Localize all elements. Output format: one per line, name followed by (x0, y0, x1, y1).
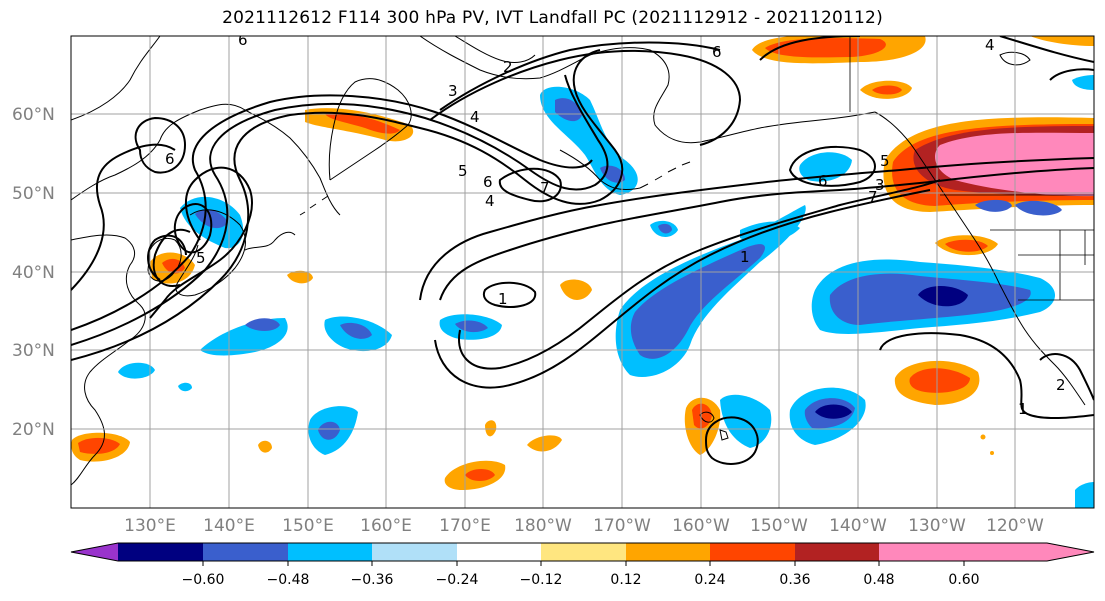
lat-label: 30°N (12, 341, 55, 361)
lat-label: 20°N (12, 420, 55, 440)
contour-label: 1 (740, 248, 750, 266)
lat-label: 40°N (12, 263, 55, 283)
colorbar-tick-label: −0.48 (267, 572, 310, 588)
lon-label: 150°W (750, 516, 808, 536)
contour-label: 5 (880, 152, 890, 170)
colorbar-segment (626, 543, 710, 561)
contour-label: 7 (868, 188, 878, 206)
lon-label: 180°W (514, 516, 572, 536)
contour-label: 3 (875, 176, 885, 194)
contour-label: 5 (196, 249, 206, 267)
contour-label: 6 (818, 172, 828, 190)
lon-label: 160°E (360, 516, 412, 536)
anomaly-shading (71, 36, 1094, 508)
lat-label: 60°N (12, 105, 55, 125)
colorbar: −0.60 −0.48 −0.36 −0.24 −0.12 0.12 0.24 … (70, 542, 1095, 588)
contour-label: 4 (985, 36, 995, 54)
colorbar-segment (879, 543, 964, 561)
pv-contours (71, 36, 1094, 465)
colorbar-tick-label: 0.48 (863, 572, 894, 588)
colorbar-tick-label: −0.60 (182, 572, 225, 588)
colorbar-segment (372, 543, 457, 561)
coastlines (71, 36, 1094, 486)
contour-label: 6 (165, 150, 175, 168)
contour-label: 2 (503, 58, 513, 76)
contour-label: 4 (485, 192, 495, 210)
colorbar-segment (203, 543, 288, 561)
contour-label: 7 (540, 179, 550, 197)
colorbar-segment (288, 543, 372, 561)
gridlines (71, 36, 1094, 508)
contour-labels: 6 3 2 4 5 6 7 4 5 6 1 1 6 5 3 7 6 4 1 2 (165, 31, 1066, 418)
plot-frame (70, 35, 1095, 509)
longitude-labels: 130°E 140°E 150°E 160°E 170°E 180°W 170°… (124, 516, 1044, 536)
colorbar-segment (541, 543, 626, 561)
contour-label: 1 (498, 290, 508, 308)
map-title: 2021112612 F114 300 hPa PV, IVT Landfall… (222, 8, 883, 28)
lat-label: 50°N (12, 184, 55, 204)
lon-label: 170°W (593, 516, 651, 536)
lon-label: 140°E (203, 516, 255, 536)
colorbar-extend-min (71, 543, 118, 561)
lon-label: 130°W (908, 516, 966, 536)
contour-label: 6 (483, 173, 493, 191)
contour-label: 5 (458, 162, 468, 180)
contour-label: 6 (712, 43, 722, 61)
colorbar-segment (795, 543, 879, 561)
colorbar-tick-label: 0.24 (694, 572, 725, 588)
contour-label: 1 (1018, 400, 1028, 418)
lon-label: 120°W (986, 516, 1044, 536)
colorbar-segment (457, 543, 541, 561)
colorbar-tick-label: 0.12 (610, 572, 641, 588)
contour-label: 4 (470, 108, 480, 126)
colorbar-segment (118, 543, 203, 561)
lon-label: 160°W (672, 516, 730, 536)
colorbar-tick-label: −0.36 (351, 572, 394, 588)
colorbar-tick-label: −0.12 (520, 572, 563, 588)
lon-label: 170°E (439, 516, 491, 536)
contour-label: 6 (238, 31, 248, 49)
latitude-labels: 60°N 50°N 40°N 30°N 20°N (12, 105, 55, 440)
colorbar-tick-label: 0.60 (948, 572, 979, 588)
contour-label: 2 (1056, 376, 1066, 394)
colorbar-tick-label: 0.36 (779, 572, 810, 588)
colorbar-extend-max (964, 543, 1094, 561)
contour-label: 3 (448, 82, 458, 100)
colorbar-tick-label: −0.24 (436, 572, 479, 588)
lon-label: 130°E (124, 516, 176, 536)
colorbar-segment (710, 543, 795, 561)
lon-label: 150°E (282, 516, 334, 536)
lon-label: 140°W (829, 516, 887, 536)
